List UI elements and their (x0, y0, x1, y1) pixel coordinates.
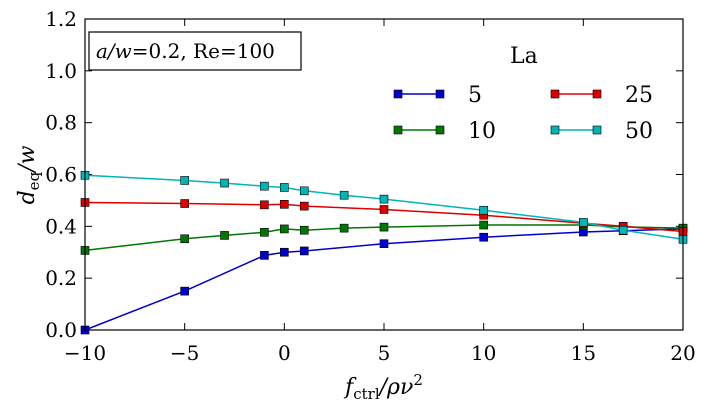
x-tick-label: −10 (64, 341, 106, 365)
y-tick-label: 0.8 (45, 111, 77, 135)
data-point (379, 194, 389, 204)
legend-marker (393, 89, 403, 99)
axis-ticks: −10 −5 0 5 10 15 20 0.0 0.2 0.4 0.6 0.8 1.0 1.2 (45, 7, 696, 365)
series-10 (80, 220, 688, 255)
data-point (618, 225, 628, 235)
data-point (180, 199, 189, 208)
data-point (299, 225, 309, 235)
data-point (479, 220, 488, 230)
data-point (299, 201, 309, 211)
data-point (260, 181, 269, 191)
legend-marker (592, 89, 602, 99)
data-point (479, 205, 488, 215)
legend-label: 5 (468, 83, 482, 108)
legend-label: 25 (625, 83, 653, 108)
legend-marker (393, 125, 403, 135)
legend-entry-10: 10 (393, 119, 496, 144)
x-tick-label: 15 (571, 341, 596, 365)
x-tick-label: −5 (170, 341, 199, 365)
y-tick-label: 1.0 (45, 59, 77, 83)
x-tick-label: 20 (670, 341, 695, 365)
y-tick-label: 1.2 (45, 7, 77, 31)
legend-title: La (510, 44, 538, 69)
data-point (280, 247, 289, 257)
series-line (84, 224, 684, 252)
data-point (339, 223, 349, 233)
data-point (379, 205, 389, 214)
series-5 (80, 224, 688, 335)
plot-frame (84, 18, 684, 331)
data-point (220, 178, 229, 188)
legend-label: 50 (625, 119, 653, 144)
annotation-italic: a/w (96, 39, 132, 63)
series-line (84, 201, 684, 233)
legend-entry-50: 50 (550, 119, 653, 144)
annotation-box: a/w=0.2, Re=100 (88, 31, 302, 71)
data-point (180, 234, 189, 244)
annotation-rest: =0.2, Re=100 (132, 39, 275, 63)
data-point (479, 232, 488, 242)
data-point (299, 246, 309, 256)
legend-marker (550, 125, 560, 135)
data-point (260, 200, 269, 210)
legend-entry-5: 5 (393, 83, 482, 108)
x-tick-label: 0 (278, 341, 291, 365)
legend-label: 10 (468, 119, 496, 144)
legend-marker (435, 89, 445, 99)
legend-marker (550, 89, 560, 99)
data-point (280, 224, 289, 234)
data-point (280, 183, 289, 192)
legend-marker (592, 125, 602, 135)
y-tick-label: 0.4 (45, 214, 77, 238)
series-line (84, 228, 684, 331)
series-layer (80, 170, 688, 335)
x-tick-label: 5 (378, 341, 391, 365)
data-point (220, 231, 229, 240)
data-point (180, 176, 189, 185)
annotation-text: a/w=0.2, Re=100 (96, 39, 275, 63)
data-point (260, 251, 269, 260)
data-point (260, 227, 269, 237)
series-line (84, 174, 684, 241)
data-point (280, 200, 289, 209)
x-tick-label: 10 (471, 341, 496, 365)
x-axis-label: fctrl/ρν2 (343, 371, 423, 403)
legend-entries: 5 10 25 50 (393, 83, 653, 144)
y-tick-label: 0.2 (45, 266, 77, 290)
y-axis-label: deq/w (15, 145, 43, 204)
data-point (379, 222, 389, 232)
data-point (180, 286, 189, 296)
data-point (379, 239, 389, 248)
y-tick-label: 0.0 (45, 318, 77, 342)
annotation-frame (88, 31, 302, 71)
data-point (339, 190, 349, 200)
data-point (579, 218, 588, 227)
legend-marker (435, 125, 445, 135)
legend-entry-25: 25 (550, 83, 653, 108)
data-point (299, 186, 309, 196)
legend: La 5 10 25 50 (393, 44, 653, 144)
y-tick-label: 0.6 (45, 163, 77, 187)
